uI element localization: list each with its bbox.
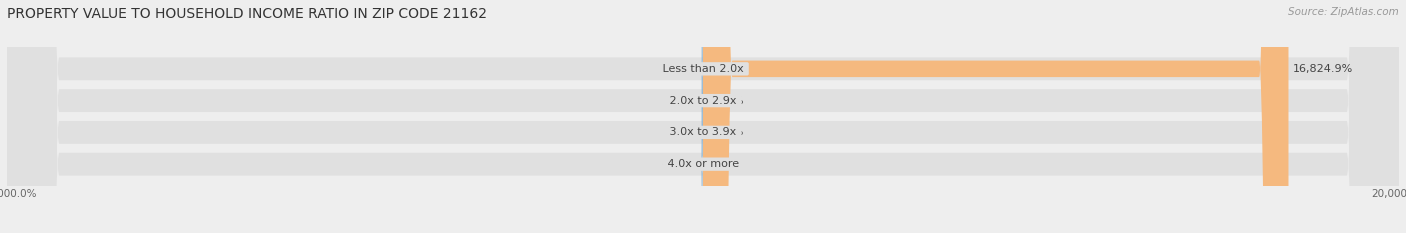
Text: 16,824.9%: 16,824.9% (1292, 64, 1353, 74)
Text: 26.4%: 26.4% (709, 96, 744, 106)
Text: 2.0x to 2.9x: 2.0x to 2.9x (666, 96, 740, 106)
Text: 16.6%: 16.6% (707, 159, 742, 169)
FancyBboxPatch shape (7, 0, 1399, 233)
Text: Source: ZipAtlas.com: Source: ZipAtlas.com (1288, 7, 1399, 17)
Text: PROPERTY VALUE TO HOUSEHOLD INCOME RATIO IN ZIP CODE 21162: PROPERTY VALUE TO HOUSEHOLD INCOME RATIO… (7, 7, 486, 21)
Text: 33.4%: 33.4% (662, 64, 697, 74)
FancyBboxPatch shape (703, 0, 1288, 233)
Text: 9.7%: 9.7% (671, 127, 699, 137)
Text: 8.8%: 8.8% (671, 96, 699, 106)
Text: 3.0x to 3.9x: 3.0x to 3.9x (666, 127, 740, 137)
FancyBboxPatch shape (7, 0, 1399, 233)
FancyBboxPatch shape (7, 0, 1399, 233)
Text: 44.1%: 44.1% (662, 159, 697, 169)
FancyBboxPatch shape (702, 0, 703, 233)
FancyBboxPatch shape (7, 0, 1399, 233)
Text: 31.2%: 31.2% (709, 127, 744, 137)
Text: 4.0x or more: 4.0x or more (664, 159, 742, 169)
Text: Less than 2.0x: Less than 2.0x (659, 64, 747, 74)
